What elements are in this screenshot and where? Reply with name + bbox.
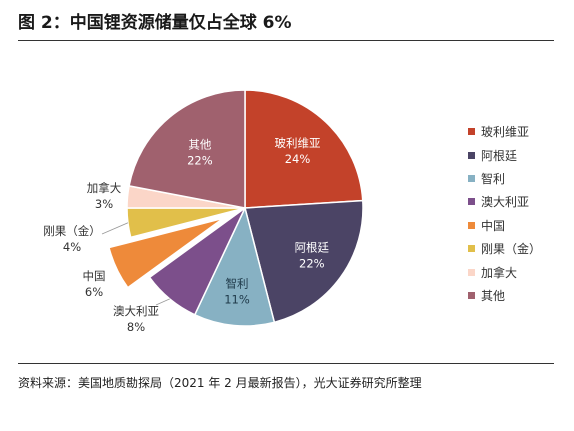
slice-label-5: 刚果（金） bbox=[43, 224, 101, 238]
slice-label-0: 玻利维亚 bbox=[275, 136, 321, 150]
slice-value-label-6: 3% bbox=[95, 197, 113, 211]
slice-label-6: 加拿大 bbox=[87, 181, 122, 195]
legend-item-7: 其他 bbox=[468, 284, 541, 307]
legend: 玻利维亚阿根廷智利澳大利亚中国刚果（金） 加拿大其他 bbox=[468, 120, 541, 307]
legend-item-1: 阿根廷 bbox=[468, 143, 541, 166]
slice-value-label-5: 4% bbox=[63, 240, 81, 254]
legend-label-7: 其他 bbox=[481, 288, 506, 303]
legend-swatch-6 bbox=[468, 268, 475, 276]
legend-swatch-7 bbox=[468, 291, 475, 299]
legend-item-2: 智利 bbox=[468, 167, 541, 190]
pie-slice-3 bbox=[148, 207, 246, 316]
slice-value-label-2: 11% bbox=[224, 293, 250, 307]
slice-value-label-7: 22% bbox=[187, 153, 213, 167]
slice-label-1: 阿根廷 bbox=[295, 241, 330, 255]
pie-slice-0 bbox=[244, 89, 364, 209]
legend-item-5: 刚果（金） bbox=[468, 237, 541, 260]
legend-swatch-1 bbox=[468, 151, 475, 159]
pie-slice-2 bbox=[193, 205, 276, 327]
leader-line-5 bbox=[101, 222, 129, 235]
legend-item-0: 玻利维亚 bbox=[468, 120, 541, 143]
pie-slice-1 bbox=[244, 199, 364, 324]
legend-item-4: 中国 bbox=[468, 214, 541, 237]
legend-swatch-0 bbox=[468, 128, 475, 136]
chart-title: 图 2：中国锂资源储量仅占全球 6% bbox=[18, 13, 292, 33]
legend-label-6: 加拿大 bbox=[481, 265, 518, 280]
slice-label-7: 其他 bbox=[188, 137, 211, 151]
slice-label-2: 智利 bbox=[226, 277, 249, 291]
legend-label-3: 澳大利亚 bbox=[481, 195, 530, 210]
legend-swatch-4 bbox=[468, 221, 475, 229]
slice-value-label-0: 24% bbox=[285, 152, 311, 166]
top-rule bbox=[18, 40, 554, 41]
legend-label-1: 阿根廷 bbox=[481, 148, 518, 163]
slice-value-label-1: 22% bbox=[299, 257, 325, 271]
bottom-rule bbox=[18, 363, 554, 364]
slice-value-label-3: 8% bbox=[127, 320, 145, 334]
slice-label-3: 澳大利亚 bbox=[113, 304, 159, 318]
legend-item-3: 澳大利亚 bbox=[468, 190, 541, 213]
pie-slice-4 bbox=[108, 217, 224, 289]
leader-line-3 bbox=[155, 298, 170, 306]
legend-label-4: 中国 bbox=[481, 218, 506, 233]
source-note: 资料来源：美国地质勘探局（2021 年 2 月最新报告），光大证券研究所整理 bbox=[18, 376, 422, 390]
legend-swatch-5 bbox=[468, 245, 475, 253]
slice-value-label-4: 6% bbox=[85, 285, 103, 299]
slice-label-4: 中国 bbox=[83, 269, 106, 283]
legend-label-0: 玻利维亚 bbox=[481, 125, 530, 140]
pie-slice-7 bbox=[128, 89, 246, 209]
legend-swatch-3 bbox=[468, 198, 475, 206]
legend-label-2: 智利 bbox=[481, 171, 506, 186]
legend-item-6: 加拿大 bbox=[468, 260, 541, 283]
legend-swatch-2 bbox=[468, 174, 475, 182]
legend-label-5: 刚果（金） bbox=[481, 242, 542, 257]
